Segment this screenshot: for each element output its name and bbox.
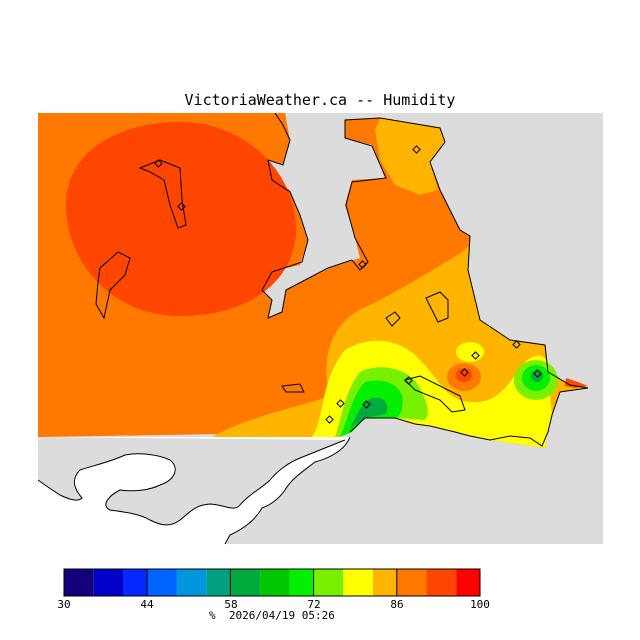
station-marker	[177, 202, 186, 211]
station-marker	[512, 340, 521, 349]
station-marker	[471, 351, 480, 360]
station-marker	[358, 260, 367, 269]
humidity-contours	[38, 113, 588, 448]
station-marker	[336, 399, 345, 408]
color-bar-segment	[456, 569, 480, 596]
color-bar-segment	[396, 569, 427, 596]
color-bar-segment	[313, 569, 344, 596]
tick-label-44: 44	[140, 598, 154, 611]
color-bar-segment	[64, 569, 94, 596]
color-bar-segment	[230, 569, 261, 596]
color-bar-segment	[260, 569, 290, 596]
color-bar-segment	[206, 569, 231, 596]
map-title: VictoriaWeather.ca -- Humidity	[184, 91, 456, 109]
station-marker	[460, 368, 469, 377]
color-bar-segment	[147, 569, 177, 596]
color-bar-ticks	[63, 569, 481, 596]
color-bar-tick-labels: 30 44 58 72 86 100	[0, 598, 640, 612]
legend-caption: % 2026/04/19 05:26	[209, 609, 335, 622]
tick-label-72: 72	[307, 598, 321, 611]
contour-amber-north	[375, 118, 445, 195]
station-marker	[154, 159, 163, 168]
contour-yellow-south	[312, 340, 552, 448]
color-bar-segment	[123, 569, 148, 596]
timestamp: 2026/04/19 05:26	[228, 609, 335, 622]
tick-label-58: 58	[224, 598, 238, 611]
station-marker	[404, 376, 413, 385]
southern-white-area	[38, 437, 350, 544]
station-marker	[325, 415, 334, 424]
tick-label-30: 30	[57, 598, 71, 611]
color-bar-segment	[289, 569, 314, 596]
color-bar-segment	[426, 569, 457, 596]
coastlines	[37, 112, 589, 545]
tick-label-100: 100	[470, 598, 490, 611]
color-bar-segment	[176, 569, 207, 596]
humidity-color-bar	[64, 569, 480, 596]
station-marker	[533, 369, 542, 378]
contour-yellow-small	[456, 342, 484, 362]
color-bar-segment	[93, 569, 124, 596]
tick-label-86: 86	[390, 598, 404, 611]
station-marker	[362, 400, 371, 409]
contour-dark-green-core	[350, 397, 388, 428]
contour-red-orange-nw	[66, 122, 297, 316]
station-marker	[412, 145, 421, 154]
color-bar-segment	[373, 569, 397, 596]
unit-label: %	[209, 609, 216, 622]
station-markers	[154, 145, 542, 424]
color-bar-segment	[343, 569, 374, 596]
